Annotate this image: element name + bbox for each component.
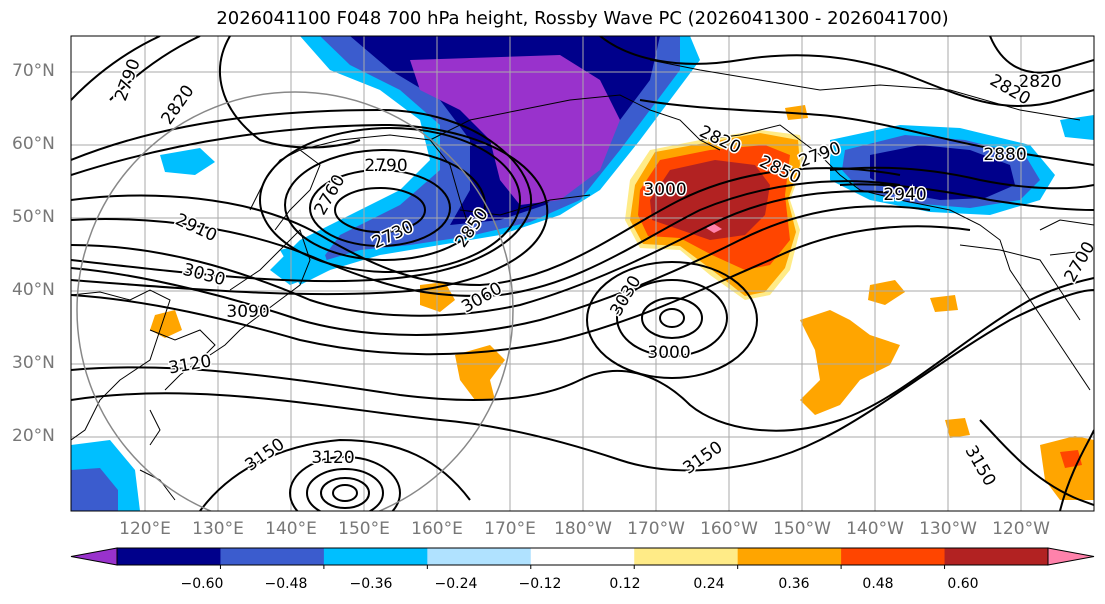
contour-label-text: 2880 (983, 145, 1026, 165)
colorbar-segment (737, 548, 842, 565)
contour-label-text: 2940 (883, 185, 926, 205)
lat-label-20n: 20°N (12, 426, 55, 446)
small-negative-2 (1060, 115, 1094, 140)
colorbar-extend-high (1047, 547, 1095, 566)
small-negative-1 (160, 148, 215, 175)
colorbar-tick-label: 0.60 (947, 576, 979, 592)
colorbar-tick-label: 0.12 (609, 576, 641, 592)
colorbar-tick-label: −0.36 (349, 576, 393, 592)
colorbar-segment (117, 548, 221, 565)
map-frame (70, 35, 1095, 512)
colorbar-segment (220, 548, 325, 565)
positive-patch-8 (868, 280, 905, 305)
lat-label-70n: 70°N (12, 61, 55, 81)
contour-label: 3120 (310, 447, 356, 470)
colorbar-tick-label: −0.12 (518, 576, 562, 592)
contour-label-text: 2790 (364, 156, 407, 176)
lon-label-170e: 170°E (484, 519, 536, 539)
lon-label-160e: 160°E (411, 519, 463, 539)
contour-label: 3090 (225, 301, 271, 324)
negative-anomaly-core (410, 55, 620, 205)
colorbar-segment (323, 548, 428, 565)
positive-patch-7 (945, 418, 970, 438)
contour-label: 3000 (646, 342, 692, 365)
lat-label-60n: 60°N (12, 134, 55, 154)
lat-label-40n: 40°N (12, 280, 55, 300)
positive-patch-4 (150, 310, 182, 338)
height-contours (71, 36, 1094, 511)
colorbar-tick-label: −0.24 (434, 576, 478, 592)
chart-title: 2026041100 F048 700 hPa height, Rossby W… (216, 8, 949, 29)
contour-label-text: 2820 (1018, 72, 1061, 92)
lon-label-120w: 120°W (992, 519, 1050, 539)
lon-label-160w: 160°W (700, 519, 758, 539)
contour-label: 2790 (363, 155, 409, 178)
lon-label-150w: 150°W (773, 519, 831, 539)
colorbar-extend-low (70, 547, 118, 566)
colorbar-segment (530, 548, 635, 565)
contour-label-text: 3120 (311, 448, 354, 468)
small-negative-5 (280, 240, 330, 285)
reference-circle (76, 91, 514, 511)
contour-label-text: 3000 (647, 343, 690, 363)
colorbar-segment (427, 548, 532, 565)
contour-label: 2940 (882, 184, 928, 207)
small-negative-4 (71, 468, 118, 511)
colorbar-tick-label: −0.48 (264, 576, 308, 592)
lon-label-120e: 120°E (119, 519, 171, 539)
lon-label-170w: 170°W (627, 519, 685, 539)
colorbar-segment (634, 548, 739, 565)
map-panel (71, 36, 1094, 511)
contour-label-text: 3000 (643, 180, 686, 200)
contour-label: 2880 (982, 144, 1028, 167)
lat-label-30n: 30°N (12, 353, 55, 373)
positive-patch-10 (930, 295, 958, 312)
lon-label-140w: 140°W (846, 519, 904, 539)
contour-label-text: 3090 (226, 302, 269, 322)
lon-label-130w: 130°W (919, 519, 977, 539)
colorbar (70, 547, 1095, 569)
positive-patch-2 (455, 345, 505, 400)
colorbar-segment (944, 548, 1049, 565)
lon-label-180w: 180°W (554, 519, 612, 539)
lon-label-130e: 130°E (192, 519, 244, 539)
colorbar-tick-label: −0.60 (180, 576, 224, 592)
lon-label-150e: 150°E (338, 519, 390, 539)
colorbar-segment (841, 548, 946, 565)
contour-label: 2820 (1017, 71, 1063, 94)
colorbar-tick-label: 0.48 (862, 576, 894, 592)
positive-anomaly-peak (706, 224, 722, 233)
lon-label-140e: 140°E (265, 519, 317, 539)
colorbar-outline (116, 547, 1049, 566)
lat-label-50n: 50°N (12, 207, 55, 227)
coastlines (71, 59, 1094, 501)
colorbar-tick-label: 0.24 (693, 576, 725, 592)
contour-label: 3000 (642, 179, 688, 202)
colorbar-tick-label: 0.36 (778, 576, 810, 592)
positive-patch-1 (800, 310, 900, 415)
positive-patch-5 (1040, 436, 1094, 500)
